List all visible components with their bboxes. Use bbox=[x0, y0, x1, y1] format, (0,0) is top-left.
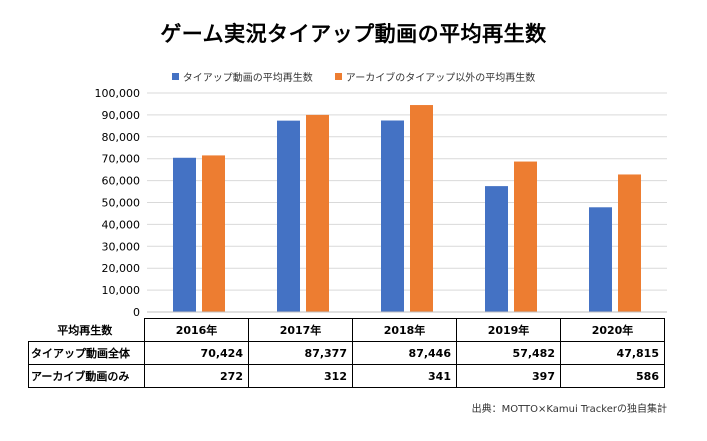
chart-title: ゲーム実況タイアップ動画の平均再生数 bbox=[160, 22, 547, 46]
bar-series-1 bbox=[173, 157, 196, 312]
bar-series-2 bbox=[202, 155, 225, 312]
bar-series-1 bbox=[381, 120, 404, 313]
bar-series-1 bbox=[589, 207, 612, 312]
y-tick-label: 10,000 bbox=[102, 284, 141, 297]
table-cell: 47,815 bbox=[560, 341, 665, 365]
legend-label-series-1: タイアップ動画の平均再生数 bbox=[182, 73, 313, 84]
y-tick-label: 90,000 bbox=[102, 109, 141, 122]
table-row: タイアップ動画全体 70,424 87,377 87,446 57,482 47… bbox=[28, 341, 665, 365]
legend-item-series-2: アーカイブのタイアップ以外の平均再生数 bbox=[334, 69, 536, 84]
y-tick-label: 40,000 bbox=[102, 218, 141, 231]
table-header-cell: 2020年 bbox=[560, 318, 665, 342]
table-cell: 341 bbox=[352, 364, 457, 388]
legend-item-series-1: タイアップ動画の平均再生数 bbox=[171, 69, 313, 84]
table-header-cell: 2017年 bbox=[248, 318, 353, 342]
table-row: アーカイブ動画のみ 272 312 341 397 586 bbox=[28, 364, 665, 388]
bar-series-2 bbox=[410, 105, 433, 312]
legend-swatch-series-2 bbox=[334, 73, 342, 80]
y-tick-label: 20,000 bbox=[102, 262, 141, 275]
table-header-cell: 2018年 bbox=[352, 318, 457, 342]
table-cell: 87,446 bbox=[352, 341, 457, 365]
table-cell: 272 bbox=[144, 364, 249, 388]
table-cell: 57,482 bbox=[456, 341, 561, 365]
table-cell: 397 bbox=[456, 364, 561, 388]
bar-series-2 bbox=[514, 161, 537, 312]
y-tick-label: 30,000 bbox=[102, 240, 141, 253]
table-row-label: アーカイブ動画のみ bbox=[28, 364, 145, 388]
bar-series-2 bbox=[306, 114, 329, 313]
legend-label-series-2: アーカイブのタイアップ以外の平均再生数 bbox=[345, 73, 536, 84]
source-note: 出典：MOTTO×Kamui Trackerの独自集計 bbox=[471, 404, 667, 415]
y-tick-label: 100,000 bbox=[95, 87, 141, 100]
table-header-row: 平均再生数 2016年 2017年 2018年 2019年 2020年 bbox=[29, 318, 665, 342]
table-corner-label: 平均再生数 bbox=[57, 323, 113, 337]
table-cell: 70,424 bbox=[144, 341, 249, 365]
y-tick-label: 50,000 bbox=[102, 197, 141, 210]
table-header-cell: 2016年 bbox=[144, 318, 249, 342]
table-header-cell: 2019年 bbox=[456, 318, 561, 342]
y-tick-label: 0 bbox=[133, 306, 140, 319]
legend-swatch-series-1 bbox=[171, 73, 179, 80]
bar-series-1 bbox=[277, 120, 300, 312]
bar-series-1 bbox=[485, 186, 508, 312]
table-row-label: タイアップ動画全体 bbox=[28, 341, 145, 365]
data-table: 平均再生数 2016年 2017年 2018年 2019年 2020年 タイアッ… bbox=[28, 318, 665, 388]
y-tick-label: 70,000 bbox=[102, 153, 141, 166]
table-cell: 312 bbox=[248, 364, 353, 388]
y-tick-label: 80,000 bbox=[102, 131, 141, 144]
y-tick-label: 60,000 bbox=[102, 175, 141, 188]
legend: タイアップ動画の平均再生数 アーカイブのタイアップ以外の平均再生数 bbox=[0, 69, 707, 84]
bar-series-2 bbox=[618, 174, 641, 312]
table-cell: 87,377 bbox=[248, 341, 353, 365]
table-cell: 586 bbox=[560, 364, 665, 388]
